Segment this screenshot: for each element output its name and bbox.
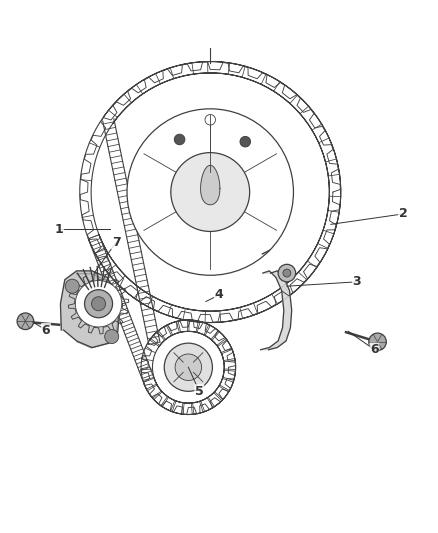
Circle shape	[283, 269, 291, 277]
Circle shape	[174, 134, 185, 145]
Polygon shape	[261, 271, 292, 350]
Circle shape	[85, 290, 113, 318]
Circle shape	[206, 37, 215, 45]
Circle shape	[171, 152, 250, 231]
Circle shape	[75, 280, 122, 327]
Text: 5: 5	[195, 385, 204, 398]
Text: 6: 6	[42, 324, 50, 336]
Text: 2: 2	[399, 207, 407, 221]
Circle shape	[278, 264, 296, 282]
Circle shape	[127, 109, 293, 275]
Circle shape	[152, 332, 224, 403]
Circle shape	[175, 354, 201, 381]
Polygon shape	[201, 165, 220, 205]
Text: 7: 7	[112, 236, 120, 249]
Text: 3: 3	[353, 276, 361, 288]
Text: 6: 6	[370, 343, 379, 356]
Polygon shape	[60, 271, 119, 348]
Circle shape	[164, 343, 212, 391]
Circle shape	[105, 329, 119, 344]
Circle shape	[17, 313, 34, 329]
Text: 4: 4	[215, 288, 223, 302]
Circle shape	[92, 297, 106, 311]
Circle shape	[205, 115, 215, 125]
Circle shape	[369, 333, 386, 351]
Circle shape	[91, 73, 329, 311]
Circle shape	[240, 136, 251, 147]
Circle shape	[65, 279, 79, 293]
Text: 1: 1	[55, 223, 64, 236]
